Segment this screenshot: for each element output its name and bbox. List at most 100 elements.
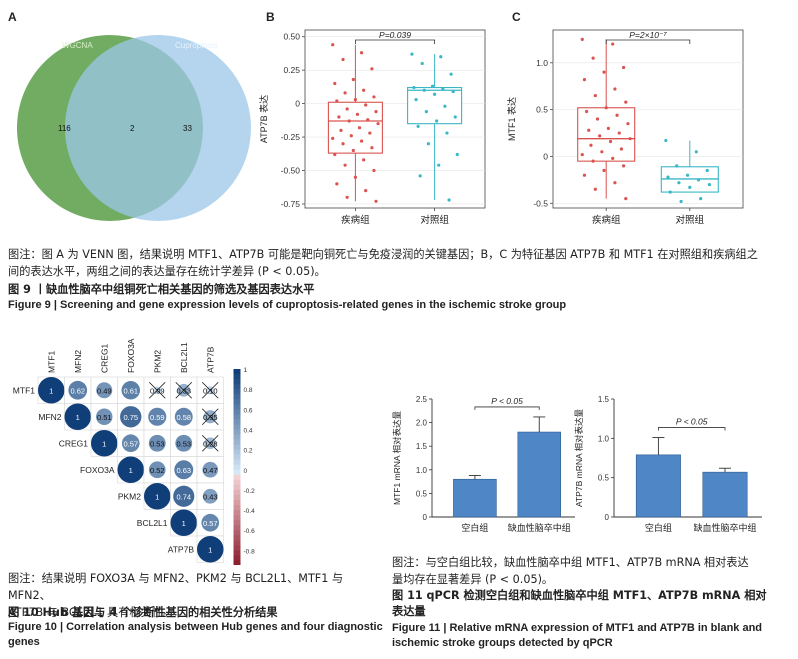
colorbar-segment xyxy=(233,394,241,400)
correlation-circle xyxy=(173,485,195,507)
colorbar-tick-label: -0.2 xyxy=(244,488,256,495)
colorbar-segment xyxy=(233,444,241,451)
y-axis-label: ATP7B 表达 xyxy=(258,95,269,143)
y-tick-label: 2.5 xyxy=(416,395,428,404)
y-tick-label: 0 xyxy=(295,99,300,109)
data-point xyxy=(433,92,437,96)
data-point xyxy=(600,150,604,154)
figure11-title-cn-line1: 图 11 qPCR 检测空白组和缺血性脑卒中组 MTF1、ATP7B mRNA … xyxy=(392,589,767,602)
data-point xyxy=(593,93,597,98)
data-point xyxy=(591,56,595,60)
data-point xyxy=(587,128,591,132)
column-label: ATP7B xyxy=(205,346,215,373)
not-significant-cross xyxy=(201,381,219,399)
colorbar-segment xyxy=(233,484,241,491)
data-point xyxy=(430,84,435,88)
x-tick-label: 缺血性脑卒中组 xyxy=(508,522,571,533)
data-point xyxy=(370,146,374,150)
colorbar-segment xyxy=(233,550,241,556)
data-point xyxy=(617,131,621,135)
p-value-label: P < 0.05 xyxy=(491,396,523,406)
data-point xyxy=(368,131,372,135)
correlation-circle xyxy=(96,408,113,425)
colorbar-segment xyxy=(233,379,241,385)
x-tick-label: 空白组 xyxy=(645,522,672,533)
data-point xyxy=(351,77,355,82)
panel-a-letter: A xyxy=(8,10,17,24)
y-axis-label: ATP7B mRNA 相对表达量 xyxy=(574,408,584,507)
column-label: BCL2L1 xyxy=(179,342,189,373)
correlation-value: 1 xyxy=(102,439,106,448)
correlation-value: 0.52 xyxy=(150,466,165,475)
correlation-circle xyxy=(148,461,166,479)
correlation-circle xyxy=(120,406,142,428)
colorbar-segment xyxy=(233,474,241,481)
data-point xyxy=(582,78,587,82)
figure11-title-en-line2: ischemic stroke groups detected by qPCR xyxy=(392,637,613,649)
x-tick-label: 空白组 xyxy=(461,522,488,533)
y-tick-label: 1.0 xyxy=(598,434,610,443)
y-tick-label: -0.5 xyxy=(533,198,548,208)
venn-diagram: WGCNA Cuproptosis 116 2 33 xyxy=(17,35,251,221)
colorbar-segment xyxy=(233,515,241,521)
data-point xyxy=(699,197,703,201)
data-point xyxy=(372,95,376,99)
data-point xyxy=(364,189,368,193)
y-tick-label: 1.0 xyxy=(536,58,548,68)
correlation-circle xyxy=(64,403,91,430)
column-label: FOXO3A xyxy=(126,338,136,373)
data-point xyxy=(628,137,632,141)
data-point xyxy=(598,134,602,138)
colorbar-segment xyxy=(233,510,241,516)
figure9-title-cn: 图 9 丨缺血性脑卒中组铜死亡相关基因的筛选及基因表达水平 xyxy=(8,283,315,296)
y-tick-label: 0.5 xyxy=(598,474,610,483)
row-label: CREG1 xyxy=(59,438,89,448)
y-tick-label: 0 xyxy=(605,513,610,522)
figure10-title-en-line2: genes xyxy=(8,636,40,648)
correlation-value: 0.57 xyxy=(203,519,218,528)
data-point xyxy=(696,178,701,182)
data-point xyxy=(585,109,589,114)
correlation-circle xyxy=(117,456,144,483)
data-point xyxy=(343,91,347,95)
data-point xyxy=(707,182,711,187)
venn-count-right: 33 xyxy=(183,124,192,133)
not-significant-cross xyxy=(148,381,166,399)
not-significant-cross xyxy=(201,408,219,426)
y-tick-label: 0 xyxy=(543,151,548,161)
correlation-value: 0.57 xyxy=(123,439,138,448)
data-point xyxy=(374,110,378,114)
figure9-note-line2: 间的表达水平，两组之间的表达量存在统计学差异 (P < 0.05)。 xyxy=(8,265,326,278)
data-point xyxy=(615,113,619,117)
colorbar-segment xyxy=(233,520,241,526)
figure11-note: 图注：与空白组比较，缺血性脑卒中组 MTF1、ATP7B mRNA 相对表达 量… xyxy=(392,554,792,588)
data-point xyxy=(347,119,351,123)
colorbar-segment xyxy=(233,479,241,486)
y-tick-label: -0.75 xyxy=(281,199,301,209)
colorbar-tick-label: -0.6 xyxy=(244,528,256,535)
data-point xyxy=(613,181,617,185)
correlation-circle xyxy=(91,430,118,457)
data-point xyxy=(422,88,426,92)
correlation-circle xyxy=(197,536,224,563)
y-tick-label: 0.5 xyxy=(416,489,428,498)
colorbar-segment xyxy=(233,560,241,565)
venn-circle-cuproptosis xyxy=(65,35,251,221)
colorbar-segment xyxy=(233,399,241,405)
correlation-circle xyxy=(68,380,88,400)
data-point xyxy=(619,147,624,151)
correlation-value: 0.74 xyxy=(176,492,191,501)
bar xyxy=(635,454,681,518)
y-axis-label: MTF1 表达 xyxy=(506,97,517,141)
data-point xyxy=(353,175,357,179)
data-point xyxy=(705,168,709,173)
correlation-value: 0.59 xyxy=(150,413,165,422)
data-point xyxy=(414,97,418,102)
colorbar-segment xyxy=(233,414,241,420)
data-point xyxy=(362,88,366,92)
data-point xyxy=(339,128,343,132)
correlation-circle xyxy=(202,461,219,478)
figure10-title-en: Figure 10 | Correlation analysis between… xyxy=(8,620,388,650)
figure11-title-en-line1: Figure 11 | Relative mRNA expression of … xyxy=(392,622,763,634)
data-point xyxy=(359,139,364,143)
